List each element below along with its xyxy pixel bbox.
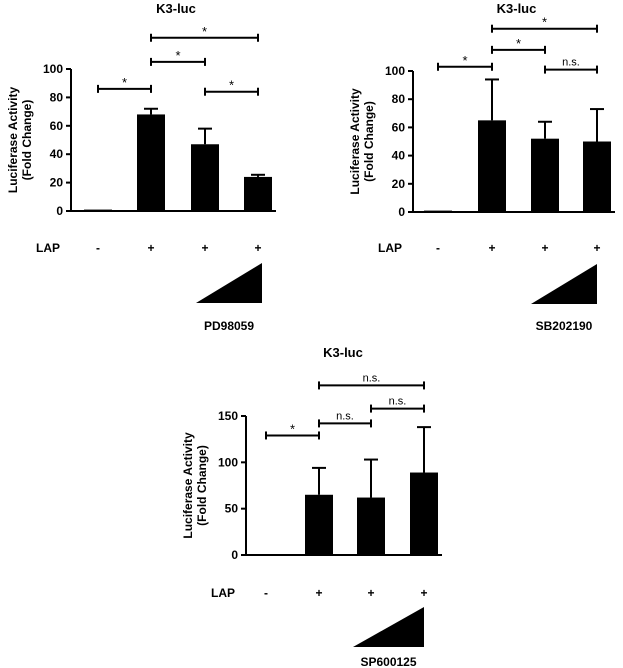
lap-row-label: LAP [211, 586, 235, 600]
y-tick-label: 60 [392, 120, 406, 134]
chart-title: K3-luc [156, 1, 196, 16]
y-axis-label-line-1: Luciferase Activity [6, 87, 20, 194]
y-tick-label: 150 [218, 409, 238, 423]
lap-row-label: LAP [36, 241, 60, 255]
chart-title: K3-luc [323, 345, 363, 360]
bar-2 [478, 120, 506, 212]
significance-label: n.s. [336, 410, 354, 422]
dose-gradient-triangle [353, 607, 424, 647]
significance-label: * [542, 15, 547, 30]
lap-sign: + [420, 586, 427, 600]
y-axis-label-line-2: (Fold Change) [195, 445, 209, 526]
y-tick-label: 40 [392, 149, 406, 163]
significance-label: * [122, 75, 127, 90]
significance-label: * [290, 421, 295, 436]
significance-label: n.s. [363, 372, 381, 384]
bar-3 [357, 497, 385, 555]
y-axis-label-line-1: Luciferase Activity [181, 432, 195, 539]
lap-sign: + [488, 241, 495, 255]
y-tick-label: 50 [225, 502, 239, 516]
treatment-label: PD98059 [204, 319, 254, 333]
chart-panel-1: K3-luc Luciferase Activity (Fold Change) 0 2… [6, 1, 276, 333]
y-tick-label: 100 [218, 455, 238, 469]
y-tick-label: 40 [50, 147, 64, 161]
y-tick-label: 60 [50, 119, 64, 133]
lap-sign: + [315, 586, 322, 600]
y-axis-label-line-1: Luciferase Activity [348, 88, 362, 195]
lap-sign: - [264, 586, 268, 600]
significance-label: * [516, 36, 521, 51]
treatment-label: SB202190 [536, 319, 593, 333]
lap-sign: + [254, 241, 261, 255]
y-tick-label: 80 [50, 90, 64, 104]
significance-label: * [202, 24, 207, 39]
significance-label: n.s. [562, 57, 580, 69]
lap-sign: + [367, 586, 374, 600]
bar-1 [84, 209, 112, 212]
significance-label: n.s. [389, 396, 407, 408]
y-axis-label-line-2: (Fold Change) [362, 101, 376, 182]
lap-row-label: LAP [378, 241, 402, 255]
y-tick-label: 0 [56, 204, 63, 218]
dose-gradient-triangle [196, 263, 262, 303]
lap-sign: + [541, 241, 548, 255]
chart-title: K3-luc [497, 1, 537, 16]
y-tick-label: 0 [231, 548, 238, 562]
significance-label: * [462, 53, 467, 68]
y-tick-label: 100 [385, 64, 405, 78]
lap-sign: - [96, 241, 100, 255]
y-tick-label: 20 [50, 176, 64, 190]
y-tick-label: 0 [398, 205, 405, 219]
bar-4 [410, 472, 438, 555]
chart-panel-2: K3-luc Luciferase Activity (Fold Change) 0 2… [348, 1, 615, 333]
bar-3 [191, 144, 219, 211]
bar-4 [583, 141, 611, 212]
lap-sign: + [147, 241, 154, 255]
bar-2 [305, 494, 333, 555]
bar-1 [252, 554, 280, 556]
dose-gradient-triangle [531, 264, 597, 304]
y-tick-label: 80 [392, 92, 406, 106]
chart-panel-3: K3-luc Luciferase Activity (Fold Change) 0 5… [181, 345, 442, 668]
y-tick-label: 20 [392, 177, 406, 191]
y-axis-label-line-2: (Fold Change) [20, 100, 34, 181]
treatment-label: SP600125 [360, 655, 416, 668]
lap-sign: + [593, 241, 600, 255]
significance-label: * [175, 48, 180, 63]
lap-sign: - [436, 241, 440, 255]
bar-1 [424, 210, 452, 213]
significance-label: * [229, 78, 234, 93]
bar-4 [244, 176, 272, 211]
bar-3 [531, 138, 559, 212]
lap-sign: + [201, 241, 208, 255]
bar-2 [137, 114, 165, 211]
y-tick-label: 100 [43, 62, 63, 76]
